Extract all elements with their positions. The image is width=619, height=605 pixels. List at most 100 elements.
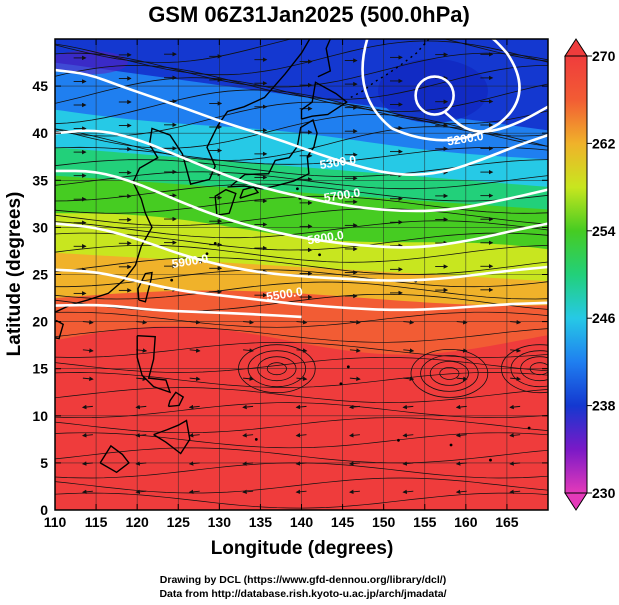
wind-arrow-tropics bbox=[455, 489, 467, 495]
cold-pocket bbox=[55, 50, 128, 75]
streamline bbox=[55, 52, 548, 88]
coastline-7 bbox=[350, 39, 430, 99]
eddy-ring bbox=[266, 362, 287, 376]
wind-arrow-tropics bbox=[242, 461, 254, 466]
wind-arrow-tropics bbox=[82, 376, 94, 382]
colorbar: 230 238 246 254 262 270 bbox=[564, 38, 616, 511]
coastline-map bbox=[55, 39, 558, 474]
wind-arrow-tropics bbox=[349, 348, 361, 353]
contour-label-group: 5300.0 5200.0 5700.0 5800.0 5900.0 5500.0 bbox=[171, 129, 485, 304]
wind-arrow-tropics bbox=[403, 376, 415, 382]
island-dot bbox=[527, 426, 531, 430]
colorbar-tick-label: 230 bbox=[592, 485, 616, 501]
wind-arrow-tropics bbox=[509, 461, 521, 466]
coastline-3 bbox=[227, 118, 318, 190]
credit-drawing: Drawing by DCL (https://www.gfd-dennou.o… bbox=[160, 574, 446, 586]
wind-arrow-tropics bbox=[296, 348, 308, 353]
coastline-9 bbox=[153, 419, 191, 455]
island-dot bbox=[199, 260, 202, 264]
y-tick-label: 10 bbox=[32, 408, 48, 424]
wind-arrow-tropics bbox=[135, 489, 147, 495]
coastline-0 bbox=[55, 39, 311, 313]
contour-5400 bbox=[55, 129, 548, 213]
wind-arrow-tropics bbox=[188, 404, 200, 410]
island-dot bbox=[397, 438, 400, 442]
x-tick-label: 135 bbox=[249, 514, 273, 530]
colorbar-tick-label: 238 bbox=[592, 398, 616, 414]
wind-arrow-tropics bbox=[455, 433, 467, 438]
wind-arrow-tropics bbox=[349, 489, 360, 495]
eddy-ring bbox=[257, 356, 297, 382]
streamline bbox=[55, 101, 548, 137]
wind-arrow-tropics bbox=[510, 376, 522, 382]
wind-arrow-tropics bbox=[242, 433, 254, 438]
wind-arrow-tropics bbox=[349, 433, 360, 438]
island-dot bbox=[555, 443, 558, 446]
wind-arrow-tropics bbox=[188, 489, 200, 495]
wind-arrow-tropics bbox=[296, 376, 308, 382]
streamline-tropics bbox=[55, 326, 548, 343]
x-tick-label: 120 bbox=[125, 514, 149, 530]
wind-arrow-tropics bbox=[296, 320, 308, 325]
colorbar-tick-label: 254 bbox=[592, 223, 616, 239]
eddy-ring bbox=[420, 355, 479, 392]
wind-arrow-tropics bbox=[189, 376, 201, 382]
contour-5500 bbox=[55, 169, 548, 249]
wind-arrow-tropics bbox=[402, 433, 414, 438]
contour-5200 bbox=[444, 105, 548, 133]
wind-arrow-tropics bbox=[136, 376, 148, 382]
cold-core bbox=[377, 58, 488, 123]
wind-arrow-tropics bbox=[402, 404, 414, 410]
eddy-ring bbox=[429, 361, 469, 386]
streamline bbox=[55, 171, 548, 190]
island-dot bbox=[213, 242, 217, 245]
streamline bbox=[55, 146, 548, 165]
y-axis-title: Latitude (degrees) bbox=[4, 192, 25, 357]
y-tick-label: 5 bbox=[40, 455, 48, 471]
wind-arrow-tropics bbox=[295, 404, 307, 410]
y-tick-label: 35 bbox=[32, 172, 48, 188]
x-tick-label: 125 bbox=[167, 514, 191, 530]
outer-low-contour bbox=[361, 39, 521, 142]
contour-label: 5300.0 bbox=[319, 152, 358, 172]
wind-arrow-tropics bbox=[455, 461, 467, 466]
credit-data: Data from http://database.rish.kyoto-u.a… bbox=[159, 588, 446, 600]
colorbar-max-extend bbox=[564, 38, 588, 57]
wind-arrow-tropics bbox=[295, 433, 307, 438]
wind-arrow-tropics bbox=[455, 404, 467, 410]
chart-title: GSM 06Z31Jan2025 (500.0hPa) bbox=[148, 2, 470, 27]
contour-5800 bbox=[55, 303, 302, 319]
x-tick-label: 115 bbox=[85, 514, 108, 530]
wind-arrow-tropics bbox=[456, 348, 468, 353]
island-dot bbox=[295, 187, 299, 191]
wind-arrow-tropics bbox=[456, 320, 468, 325]
streamline bbox=[55, 89, 548, 125]
coastline-4 bbox=[239, 186, 260, 199]
y-tick-label: 0 bbox=[40, 502, 48, 518]
coastline-5 bbox=[300, 81, 348, 120]
contour-label: 5800.0 bbox=[306, 228, 345, 248]
y-tick-label: 45 bbox=[32, 78, 48, 94]
streamline-tropics bbox=[55, 447, 548, 464]
island-dot bbox=[449, 443, 453, 447]
colorbar-gradient bbox=[564, 55, 588, 494]
island-dot bbox=[489, 458, 492, 462]
x-tick-label: 145 bbox=[331, 514, 355, 530]
eddy-ring bbox=[410, 349, 489, 398]
wind-arrow-tropics bbox=[349, 461, 360, 466]
streamline-tropics bbox=[55, 372, 548, 388]
coastline-2 bbox=[214, 188, 237, 216]
x-axis-title: Longitude (degrees) bbox=[211, 538, 394, 559]
wind-arrow-tropics bbox=[242, 404, 254, 410]
wind-arrow-tropics bbox=[349, 376, 361, 382]
wind-arrow-tropics bbox=[243, 376, 254, 382]
wind-arrow-tropics bbox=[510, 348, 522, 353]
wind-arrow-tropics bbox=[349, 404, 360, 410]
wind-arrow-tropics bbox=[509, 433, 521, 438]
streamline bbox=[55, 281, 548, 300]
y-axis-ticks: 0 5 10 15 20 25 30 35 40 45 bbox=[32, 78, 548, 518]
streamline-tropics bbox=[55, 417, 548, 434]
x-axis-ticks: 110 115 120 125 130 135 140 145 150 155 160 165 bbox=[44, 39, 519, 530]
wind-arrow-tropics bbox=[295, 489, 307, 495]
y-tick-label: 20 bbox=[32, 314, 48, 330]
